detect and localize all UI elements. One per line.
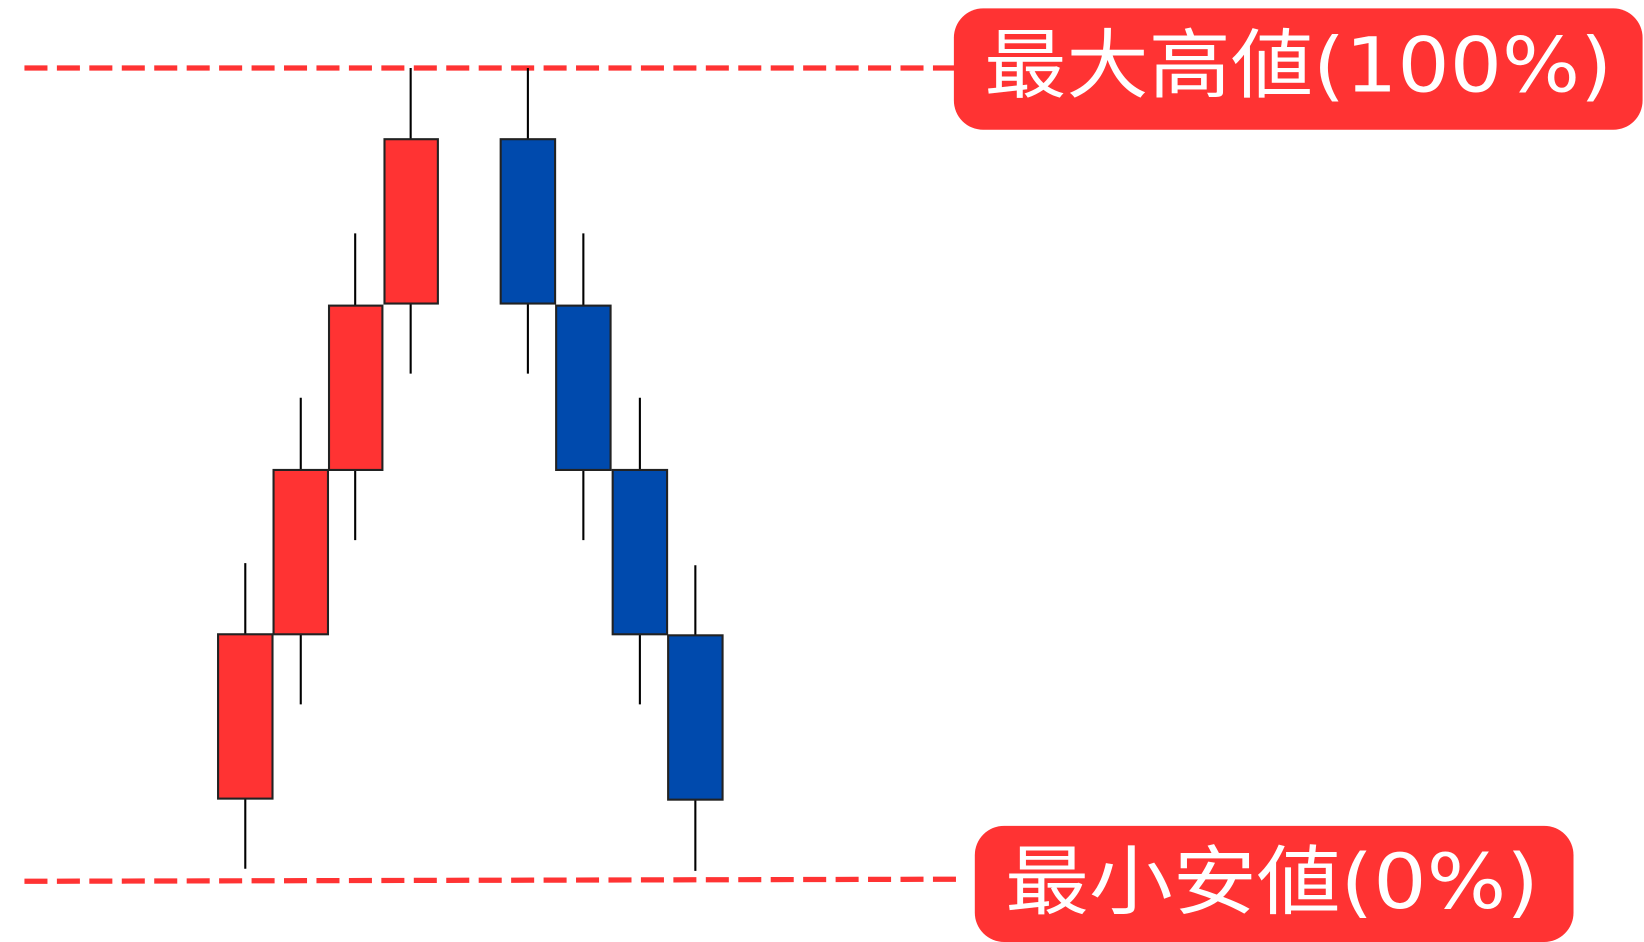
max-label-box [953, 8, 1643, 130]
candle [217, 633, 274, 800]
candle [272, 468, 330, 636]
min-label: 最小安値(0%) [1005, 838, 1539, 926]
candle [611, 468, 669, 636]
min-label-box [974, 825, 1574, 942]
candle [383, 138, 439, 305]
candle [555, 304, 612, 471]
candle [667, 634, 724, 801]
max-label: 最大高値(100%) [984, 22, 1612, 110]
candle [327, 304, 384, 471]
min-line [24, 876, 959, 884]
candle [499, 138, 557, 305]
candles [217, 68, 724, 871]
